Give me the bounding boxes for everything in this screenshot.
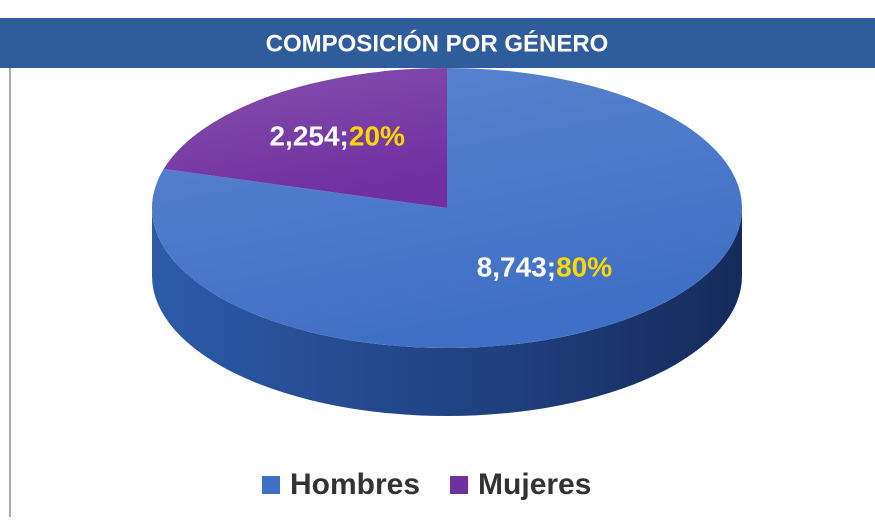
tops xyxy=(151,68,742,348)
data-label-separator: ; xyxy=(340,121,349,152)
chart-title: COMPOSICIÓN POR GÉNERO xyxy=(266,29,609,57)
header-bar xyxy=(0,18,875,68)
legend: Hombres Mujeres xyxy=(262,468,591,501)
legend-swatch xyxy=(450,476,469,494)
slice-shade xyxy=(163,68,447,208)
legend-label: Hombres xyxy=(290,468,420,501)
data-label-separator: ; xyxy=(547,252,556,283)
slice-side xyxy=(152,208,742,416)
data-label-value: 2,254 xyxy=(269,121,339,152)
data-label-value: 8,743 xyxy=(477,252,547,283)
data-label-percent: 80% xyxy=(556,252,612,283)
labels: 8,743;80%2,254;20% xyxy=(269,121,612,283)
legend-label: Mujeres xyxy=(478,468,591,501)
data-label: 2,254;20% xyxy=(269,121,405,152)
data-label-percent: 20% xyxy=(349,121,405,152)
sides xyxy=(152,208,742,416)
legend-swatch xyxy=(262,476,280,494)
data-label: 8,743;80% xyxy=(477,252,613,283)
